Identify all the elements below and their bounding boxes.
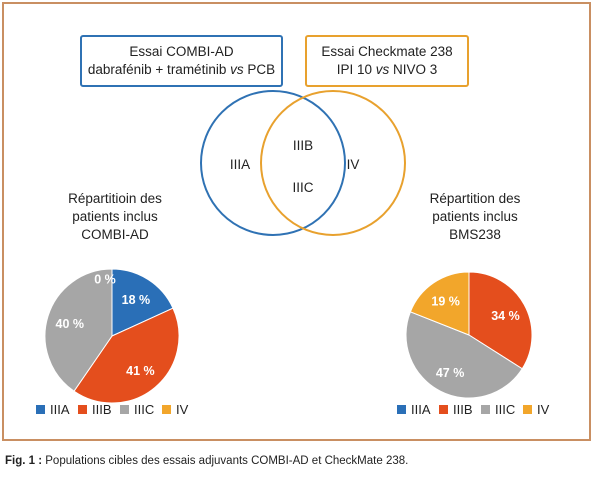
legend-swatch-iiic — [120, 405, 129, 414]
pie-title-line: COMBI-AD — [81, 227, 149, 242]
checkmate-trial-box: Essai Checkmate 238 IPI 10 vs NIVO 3 — [305, 35, 469, 87]
legend-swatch-iiib — [78, 405, 87, 414]
checkmate-arms: IPI 10 vs NIVO 3 — [336, 62, 438, 77]
legend-label-iiia: IIIA — [50, 402, 70, 417]
pie-slice-iiib — [73, 307, 180, 404]
pie-data-label-iiib: 34 % — [491, 309, 520, 323]
legend-swatch-iiic — [481, 405, 490, 414]
pie-data-label-iiic: 47 % — [436, 366, 465, 380]
pie-slice-iiia — [111, 268, 174, 337]
venn-label-overlap-top: IIIB — [293, 138, 313, 153]
legend-label-iiib: IIIB — [453, 402, 473, 417]
venn-circle-checkmate — [260, 90, 406, 236]
legend-label-iv: IV — [176, 402, 189, 417]
pie-slice-iiic — [44, 268, 113, 392]
legend-label-iiic: IIIC — [134, 402, 154, 417]
pie-title-line: BMS238 — [449, 227, 501, 242]
pie-slice-iiic — [405, 311, 523, 399]
pie-data-label-iiib: 41 % — [126, 364, 155, 378]
combi-ad-title: Essai COMBI-AD — [129, 44, 234, 59]
pie-title-line: patients inclus — [432, 209, 518, 224]
pie-title-combi-ad: Répartitioin des patients inclus COMBI-A… — [50, 190, 180, 244]
pie-data-label-iiia: 18 % — [122, 293, 151, 307]
combi-ad-arms: dabrafénib + tramétinib vs PCB — [87, 62, 276, 77]
figure-caption: Fig. 1 : Populations cibles des essais a… — [5, 455, 409, 467]
venn-label-right: IV — [347, 157, 360, 172]
figure-frame — [2, 2, 591, 441]
pie-slice-iv — [409, 271, 470, 336]
legend-label-iiia: IIIA — [411, 402, 431, 417]
legend-swatch-iiia — [36, 405, 45, 414]
pie-data-label-iv: 19 % — [431, 295, 460, 309]
pie-data-label-iv: 0 % — [94, 272, 116, 286]
venn-circle-combi — [200, 90, 346, 236]
venn-label-overlap-bottom: IIIC — [292, 180, 313, 195]
pie-title-line: patients inclus — [72, 209, 158, 224]
combi-ad-trial-box: Essai COMBI-AD dabrafénib + tramétinib v… — [80, 35, 283, 87]
legend-swatch-iv — [162, 405, 171, 414]
pie-title-bms238: Répartition des patients inclus BMS238 — [410, 190, 540, 244]
legend-swatch-iiia — [397, 405, 406, 414]
pie-data-label-iiic: 40 % — [56, 317, 85, 331]
venn-label-left: IIIA — [230, 157, 250, 172]
legend-swatch-iv — [523, 405, 532, 414]
legend-label-iv: IV — [537, 402, 550, 417]
pie-title-line: Répartitioin des — [68, 191, 162, 206]
checkmate-title: Essai Checkmate 238 — [321, 44, 453, 59]
legend-swatch-iiib — [439, 405, 448, 414]
legend-label-iiic: IIIC — [495, 402, 515, 417]
legend-label-iiib: IIIB — [92, 402, 112, 417]
pie-title-line: Répartition des — [429, 191, 521, 206]
